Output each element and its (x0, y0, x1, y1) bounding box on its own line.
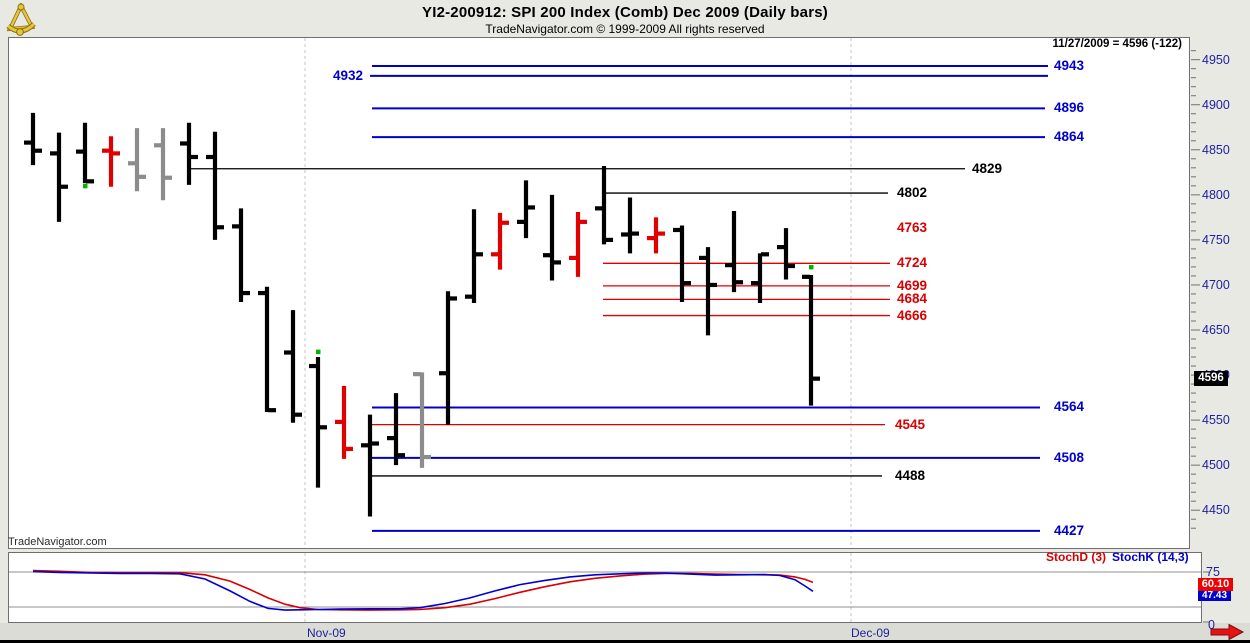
month-axis-label: Dec-09 (851, 626, 890, 640)
chart-subtitle: TradeNavigator.com © 1999-2009 All right… (485, 22, 765, 36)
stochd-legend-label[interactable]: StochD (3) (1046, 550, 1106, 564)
stochk-legend-label[interactable]: StochK (14,3) (1112, 550, 1189, 564)
watermark-text: TradeNavigator.com (8, 536, 107, 548)
stochk-value-badge: 47.43 (1198, 591, 1231, 601)
price-chart-plot-area[interactable] (8, 37, 1190, 549)
price-axis-tick-label: 4950 (1202, 52, 1230, 67)
price-axis-tick-label: 4550 (1202, 413, 1230, 428)
price-axis-tick-label: 4650 (1202, 322, 1230, 337)
price-axis-tick-label: 4700 (1202, 277, 1230, 292)
price-axis-tick-label: 4500 (1202, 458, 1230, 473)
month-axis-label: Nov-09 (307, 626, 346, 640)
last-quote-readout: 11/27/2009 = 4596 (-122) (1052, 38, 1182, 50)
price-axis-tick-label: 4450 (1202, 503, 1230, 518)
price-axis-tick-label: 4850 (1202, 142, 1230, 157)
stochastic-plot-area[interactable] (8, 552, 1202, 623)
price-axis-tick-label: 4800 (1202, 187, 1230, 202)
price-axis-tick-label: 4750 (1202, 232, 1230, 247)
bottom-window-edge (0, 640, 1250, 643)
price-axis-tick-label: 4900 (1202, 97, 1230, 112)
current-price-badge: 4596 (1194, 371, 1228, 387)
stoch-axis-label: 75 (1206, 565, 1220, 579)
chart-title: YI2-200912: SPI 200 Index (Comb) Dec 200… (422, 4, 828, 21)
tradenavigator-logo-icon[interactable] (5, 3, 37, 37)
stochd-value-badge: 60.10 (1198, 578, 1233, 591)
date-axis-strip (0, 623, 1250, 640)
